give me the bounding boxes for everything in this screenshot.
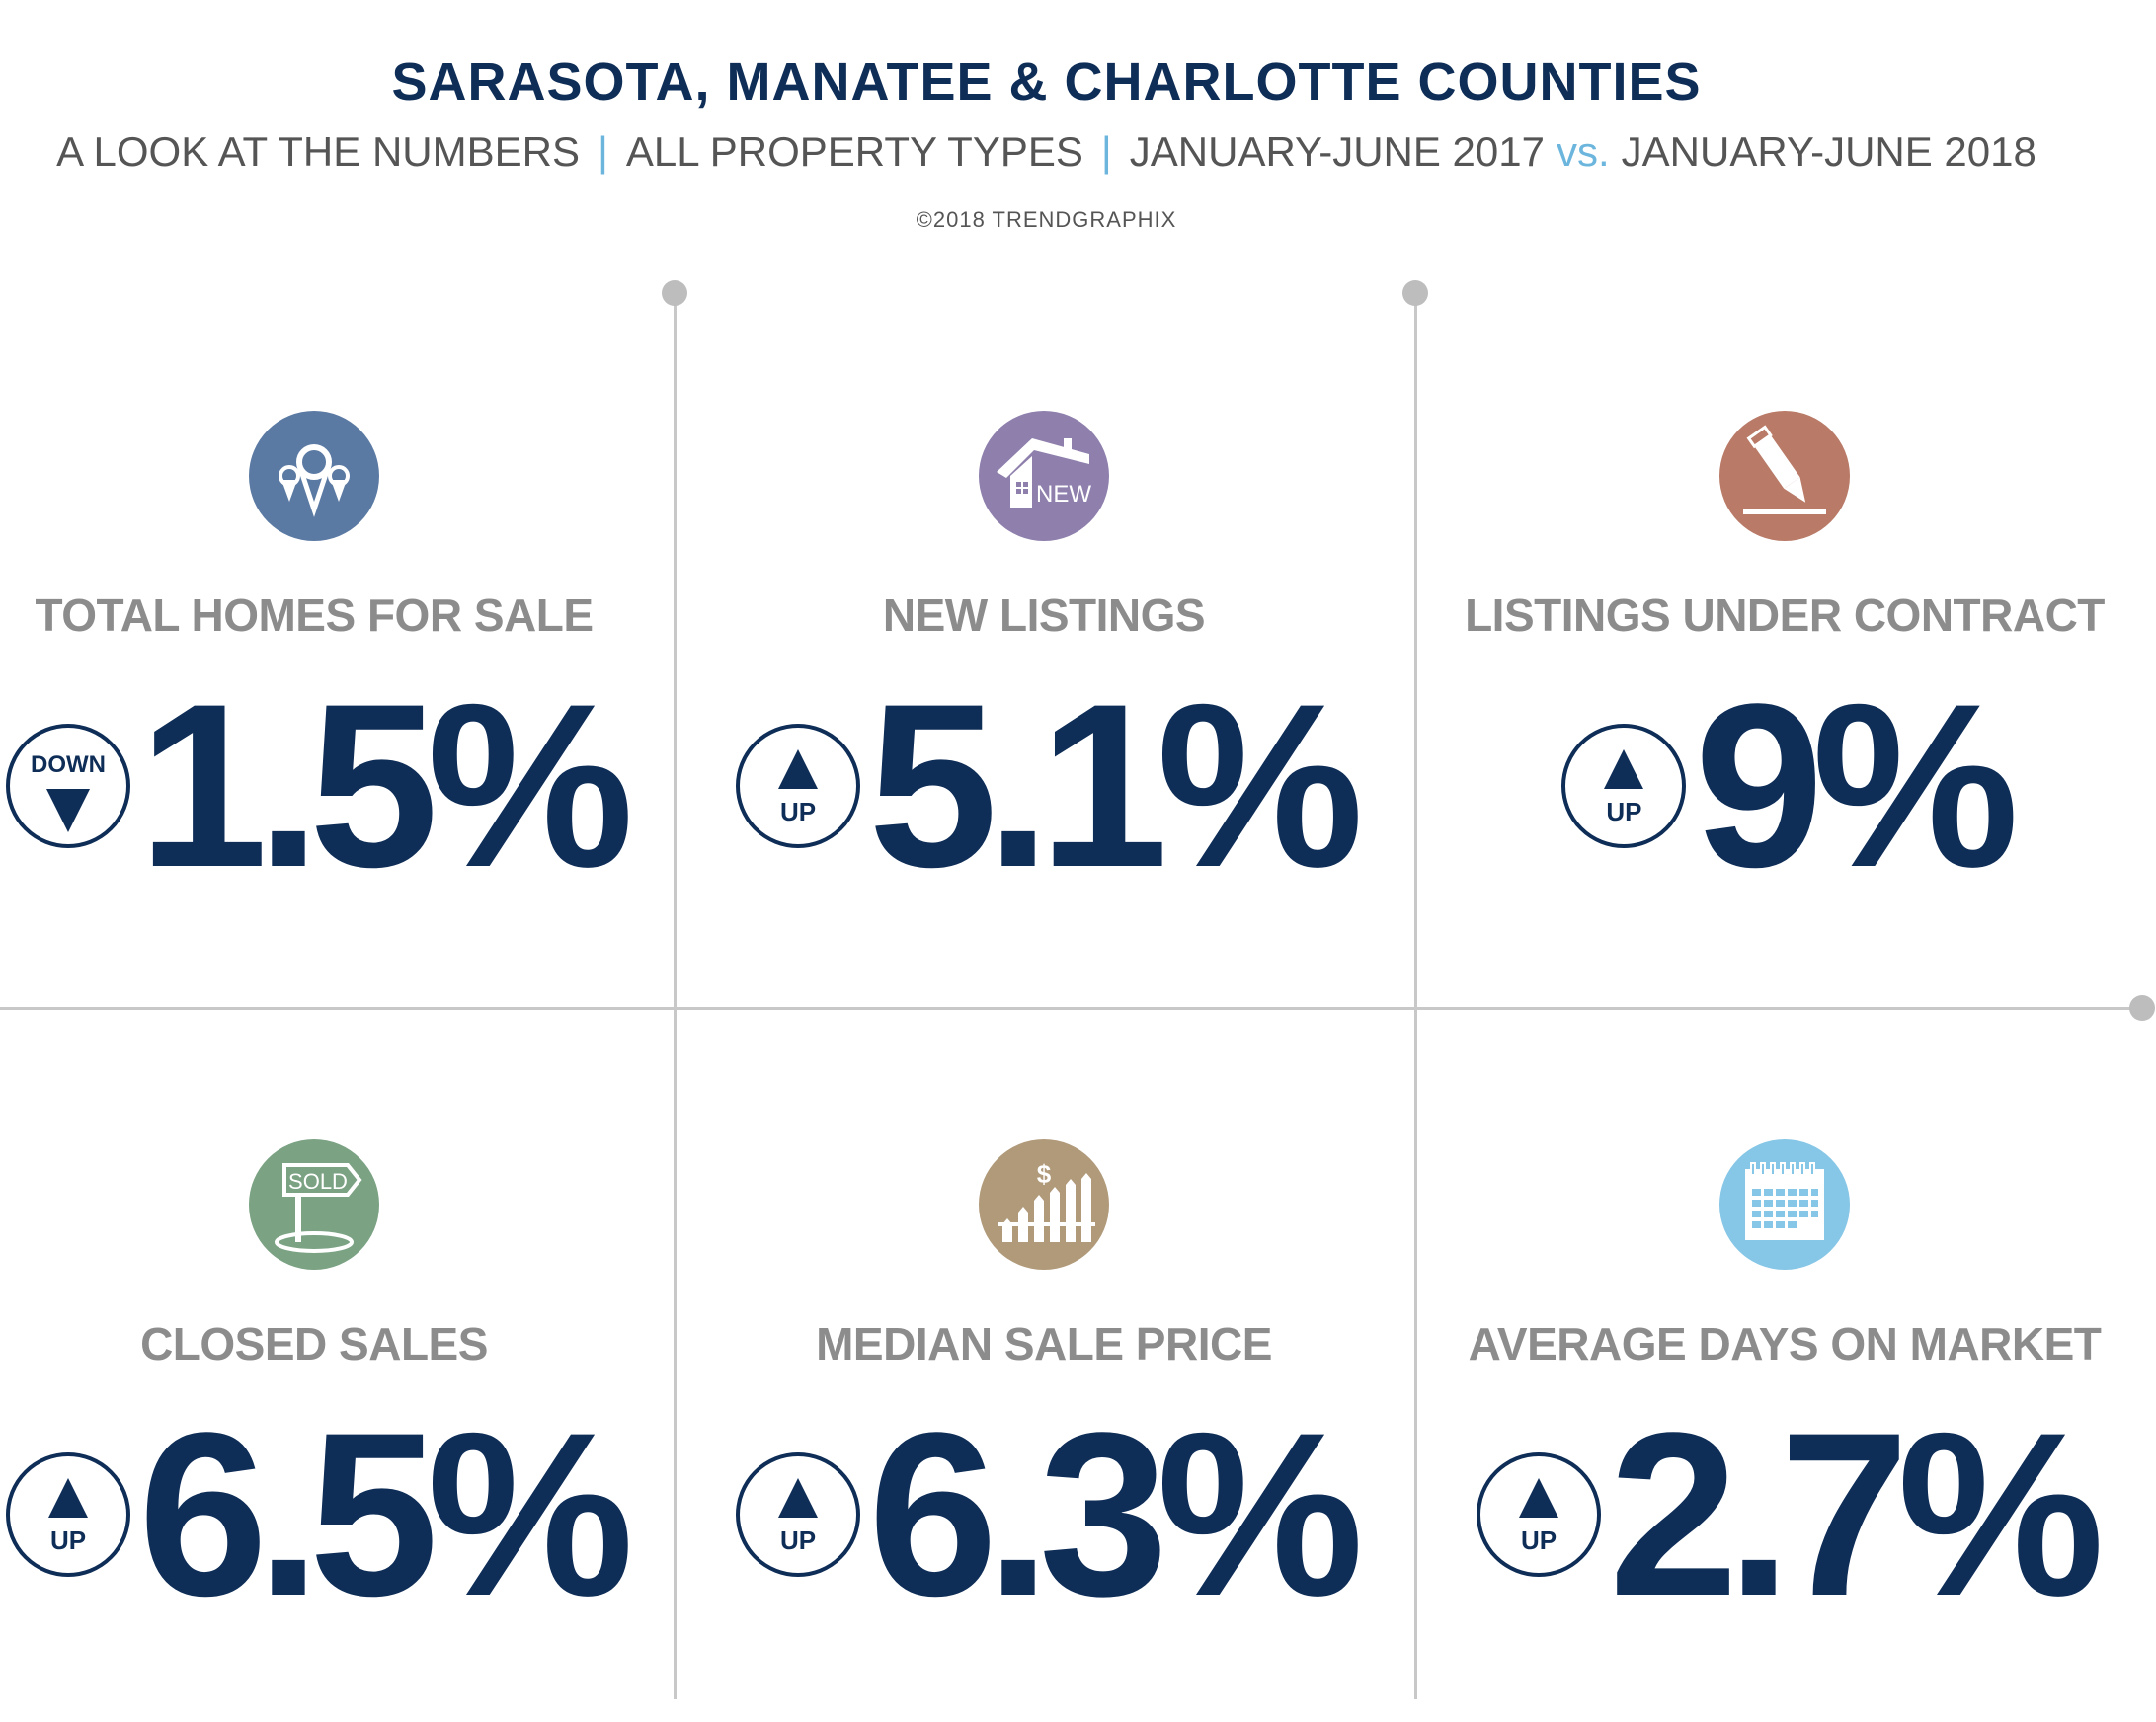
stat-label: TOTAL HOMES FOR SALE — [35, 589, 594, 641]
stat-median-sale-price: $ MEDIAN SALE PRICE UP 6.3% — [674, 1031, 1414, 1722]
copyright: ©2018 TRENDGRAPHIX — [916, 207, 1177, 232]
subtitle-separator: | — [1100, 128, 1112, 175]
arrow-down-icon — [46, 789, 91, 832]
pen-icon — [1719, 411, 1850, 541]
stat-value-row: UP 6.5% — [0, 1384, 684, 1645]
arrow-up-icon — [48, 1478, 89, 1518]
trend-down-badge: DOWN — [6, 724, 131, 848]
subtitle-numbers: A LOOK AT THE NUMBERS — [56, 128, 580, 175]
sold-text: SOLD — [288, 1169, 348, 1194]
page-title: SARASOTA, MANATEE & CHARLOTTE COUNTIES — [391, 52, 1702, 112]
stat-value: 1.5% — [138, 656, 634, 916]
stat-label: CLOSED SALES — [140, 1318, 488, 1370]
map-pins-icon — [249, 411, 379, 541]
stat-average-days-on-market: AVERAGE DAYS ON MARKET UP 2.7% — [1414, 1031, 2155, 1722]
trend-up-badge: UP — [736, 1452, 861, 1577]
stat-value-row: UP 9% — [1414, 656, 2155, 916]
stat-value-row: UP 6.3% — [674, 1384, 1414, 1645]
stat-value: 9% — [1694, 656, 2019, 916]
grid-dot — [1402, 280, 1428, 306]
trend-direction: UP — [49, 1526, 87, 1555]
subtitle-period-2018: JANUARY-JUNE 2018 — [1621, 128, 2036, 175]
stat-value: 6.3% — [868, 1384, 1364, 1645]
dollar-text: $ — [1037, 1159, 1052, 1189]
sold-sign-icon: SOLD — [249, 1139, 379, 1270]
grid-dot — [2129, 995, 2155, 1021]
stat-label: MEDIAN SALE PRICE — [816, 1318, 1272, 1370]
stat-value-row: UP 2.7% — [1414, 1384, 2155, 1645]
trend-direction: UP — [1520, 1526, 1557, 1555]
grid-divider-horizontal — [0, 1007, 2133, 1010]
trend-up-badge: UP — [736, 724, 861, 848]
page-subtitle: A LOOK AT THE NUMBERS | ALL PROPERTY TYPES… — [0, 122, 2093, 182]
trend-up-badge: UP — [1477, 1452, 1602, 1577]
stat-total-homes-for-sale: TOTAL HOMES FOR SALE DOWN 1.5% — [0, 302, 684, 993]
trend-direction: UP — [779, 797, 817, 826]
subtitle-vs: vs. — [1556, 128, 1610, 175]
stat-value-row: UP 5.1% — [674, 656, 1414, 916]
new-house-icon: NEW — [979, 411, 1109, 541]
stat-value: 2.7% — [1609, 1384, 2105, 1645]
stat-listings-under-contract: LISTINGS UNDER CONTRACT UP 9% — [1414, 302, 2155, 993]
stat-label: LISTINGS UNDER CONTRACT — [1465, 589, 2105, 641]
arrow-up-icon — [778, 749, 819, 789]
arrow-up-icon — [1604, 749, 1644, 789]
grid-divider-vertical — [1414, 292, 1417, 1699]
trend-direction: UP — [779, 1526, 817, 1555]
calendar-icon — [1719, 1139, 1850, 1270]
subtitle-period-2017: JANUARY-JUNE 2017 — [1129, 128, 1545, 175]
trend-direction: UP — [1606, 797, 1642, 826]
subtitle-separator: | — [597, 128, 608, 175]
grid-divider-vertical — [674, 292, 677, 1699]
arrow-up-icon — [1519, 1478, 1559, 1518]
stat-value-row: DOWN 1.5% — [0, 656, 684, 916]
grid-dot — [662, 280, 687, 306]
stat-label: AVERAGE DAYS ON MARKET — [1468, 1318, 2102, 1370]
trend-up-badge: UP — [1561, 724, 1687, 848]
arrow-up-icon — [778, 1478, 819, 1518]
stat-value: 6.5% — [138, 1384, 634, 1645]
stat-value: 5.1% — [868, 656, 1364, 916]
new-text: NEW — [1036, 481, 1091, 508]
trend-up-badge: UP — [6, 1452, 131, 1577]
subtitle-property-types: ALL PROPERTY TYPES — [625, 128, 1083, 175]
trend-direction: DOWN — [31, 751, 107, 778]
stat-new-listings: NEW NEW LISTINGS UP 5.1% — [674, 302, 1414, 993]
stat-closed-sales: SOLD CLOSED SALES UP 6.5% — [0, 1031, 684, 1722]
stat-label: NEW LISTINGS — [882, 589, 1206, 641]
price-fence-icon: $ — [979, 1139, 1109, 1270]
